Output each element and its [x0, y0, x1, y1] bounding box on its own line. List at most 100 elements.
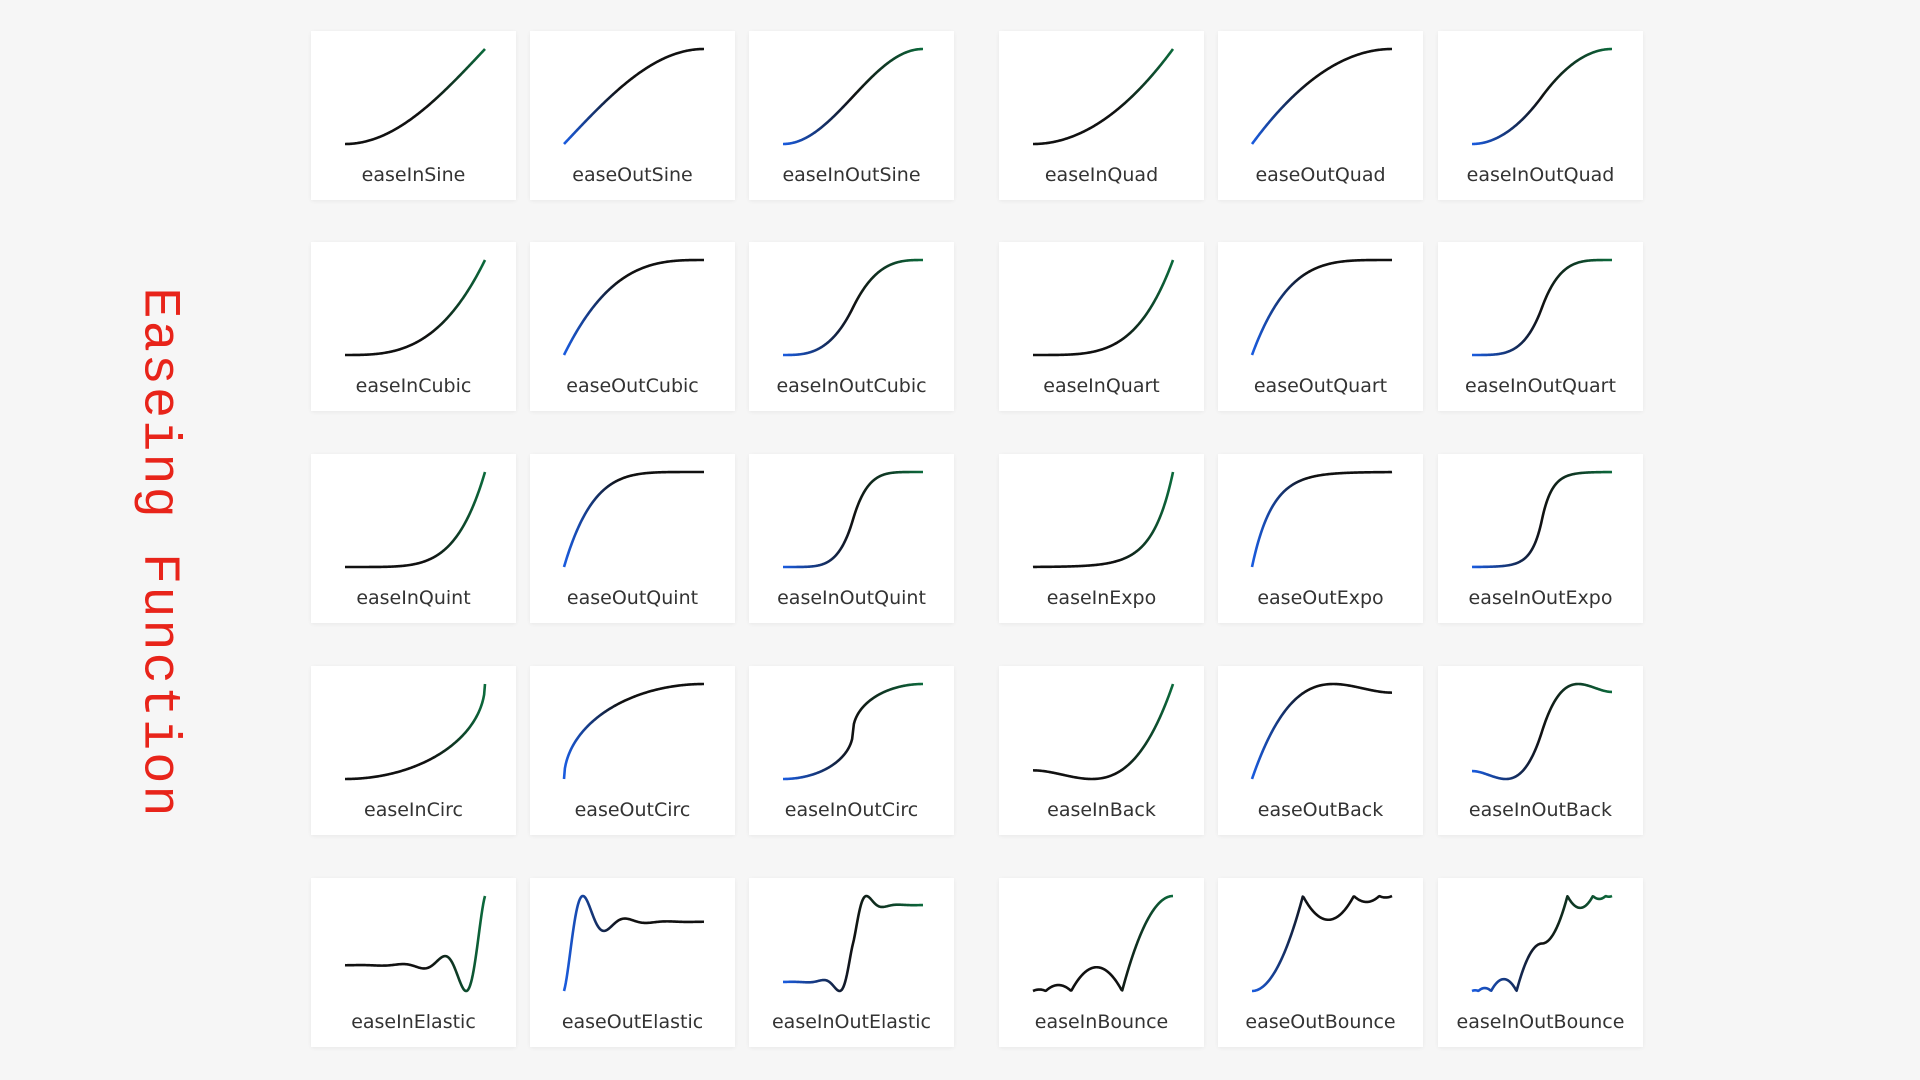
easing-card: easeInQuart	[999, 242, 1204, 411]
easing-curve	[1032, 48, 1175, 146]
easing-curve	[344, 48, 486, 146]
curve-plot	[1250, 258, 1393, 356]
easing-curve	[1250, 258, 1393, 356]
curve-plot	[562, 258, 705, 356]
card-label: easeInOutCubic	[776, 375, 927, 397]
easing-card: easeInElastic	[311, 878, 516, 1047]
easing-curve	[1471, 47, 1613, 146]
easing-curve	[563, 47, 705, 145]
easing-curve	[1032, 259, 1175, 357]
curve-plot	[344, 48, 486, 146]
curve-plot	[562, 894, 705, 992]
curve-plot	[344, 683, 487, 781]
easing-card: easeOutExpo	[1218, 454, 1423, 623]
easing-card: easeInBounce	[999, 878, 1204, 1047]
card-label: easeOutQuint	[566, 587, 699, 609]
easing-curve	[1032, 471, 1175, 569]
easing-curve	[344, 895, 487, 993]
easing-card: easeOutQuint	[530, 454, 735, 623]
curve-plot	[1250, 682, 1393, 780]
card-label: easeInQuint	[356, 587, 471, 609]
easing-curve	[782, 470, 924, 569]
easing-card: easeOutBack	[1218, 666, 1423, 835]
card-label: easeInExpo	[1046, 587, 1157, 609]
easing-card: easeOutQuart	[1218, 242, 1423, 411]
curve-plot	[782, 682, 924, 781]
easing-curve	[562, 258, 705, 356]
easing-card: easeOutCirc	[530, 666, 735, 835]
curve-plot	[562, 470, 705, 568]
easing-card: easeInOutQuad	[1438, 31, 1643, 200]
curve-plot	[1471, 258, 1613, 357]
easing-card: easeInOutBack	[1438, 666, 1643, 835]
curve-plot	[1032, 471, 1175, 569]
easing-card: easeInOutBounce	[1438, 878, 1643, 1047]
easing-card: easeInOutQuint	[749, 454, 954, 623]
card-label: easeInBack	[1047, 799, 1156, 821]
easing-card: easeInOutExpo	[1438, 454, 1643, 623]
curve-plot	[782, 258, 924, 357]
curve-plot	[1250, 47, 1393, 145]
easing-card: easeInQuad	[999, 31, 1204, 200]
curve-plot	[1251, 894, 1393, 993]
curve-plot	[563, 47, 705, 145]
card-label: easeOutExpo	[1257, 587, 1384, 609]
easing-curve	[1032, 683, 1175, 781]
curve-plot	[1032, 683, 1175, 781]
easing-card: easeOutCubic	[530, 242, 735, 411]
easing-card: easeInCirc	[311, 666, 516, 835]
card-label: easeInOutQuad	[1466, 164, 1615, 186]
curve-plot	[1032, 894, 1174, 993]
curve-plot	[782, 894, 924, 993]
card-label: easeInOutBack	[1468, 799, 1613, 821]
curve-plot	[1250, 470, 1393, 568]
card-label: easeInOutSine	[782, 164, 921, 186]
easing-card: easeInOutQuart	[1438, 242, 1643, 411]
easing-curve	[1032, 894, 1174, 993]
curve-plot	[1032, 48, 1175, 146]
easing-card: easeOutBounce	[1218, 878, 1423, 1047]
easing-card: easeInOutCirc	[749, 666, 954, 835]
card-label: easeInOutElastic	[771, 1011, 931, 1033]
easing-curve	[562, 470, 705, 568]
curve-plot	[782, 470, 924, 569]
card-label: easeInOutQuart	[1465, 375, 1616, 397]
card-label: easeOutCubic	[566, 375, 699, 397]
card-label: easeOutQuart	[1253, 375, 1388, 397]
easing-curve	[782, 682, 924, 781]
card-label: easeInCubic	[355, 375, 472, 397]
easing-curve	[1471, 470, 1613, 569]
card-label: easeOutQuad	[1255, 164, 1386, 186]
easing-curve	[562, 894, 705, 992]
easing-card: easeOutQuad	[1218, 31, 1423, 200]
curve-plot	[1032, 259, 1175, 357]
easing-curve	[1471, 682, 1613, 781]
card-label: easeOutBounce	[1245, 1011, 1396, 1033]
card-label: easeOutCirc	[574, 799, 691, 821]
easing-card: easeInOutElastic	[749, 878, 954, 1047]
easing-curve	[1250, 470, 1393, 568]
curve-plot	[1471, 894, 1613, 993]
easing-curve	[344, 683, 487, 781]
card-label: easeInOutCirc	[784, 799, 919, 821]
easing-curve	[1471, 258, 1613, 357]
card-label: easeInOutQuint	[777, 587, 926, 609]
curve-plot	[1471, 47, 1613, 146]
easing-curve	[782, 894, 924, 993]
easing-curve	[1251, 894, 1393, 993]
easing-curve	[1471, 894, 1613, 993]
card-label: easeInBounce	[1034, 1011, 1169, 1033]
easing-card: easeInBack	[999, 666, 1204, 835]
curve-plot	[1471, 682, 1613, 781]
card-label: easeInQuart	[1043, 375, 1160, 397]
curve-plot	[562, 682, 705, 780]
card-label: easeInOutBounce	[1456, 1011, 1625, 1033]
easing-card: easeInSine	[311, 31, 516, 200]
card-label: easeInCirc	[364, 799, 463, 821]
card-label: easeInSine	[361, 164, 466, 186]
card-label: easeOutBack	[1257, 799, 1384, 821]
card-label: easeInQuad	[1044, 164, 1159, 186]
easing-curve	[344, 259, 487, 357]
curve-plot	[1471, 470, 1613, 569]
